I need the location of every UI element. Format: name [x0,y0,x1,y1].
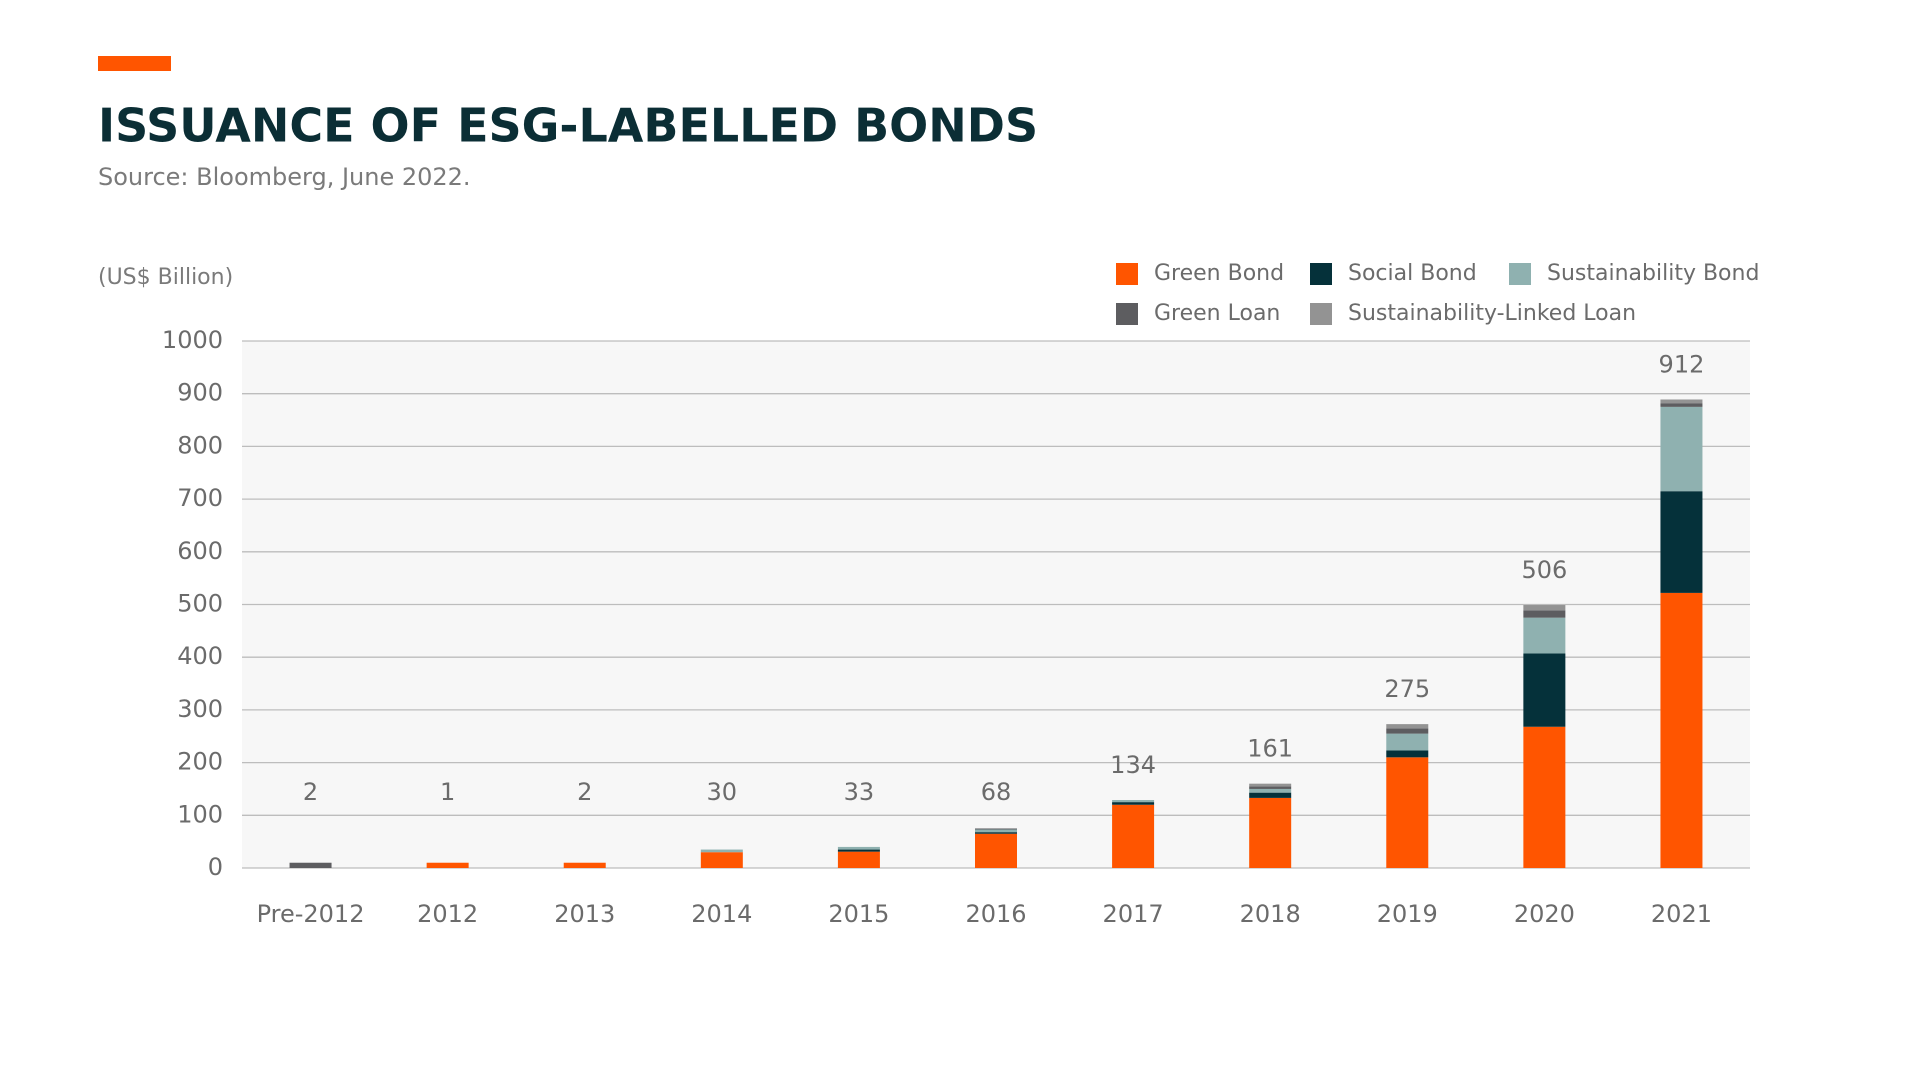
y-tick-label: 800 [177,431,223,459]
bar-segment [1523,610,1566,618]
x-tick-label: 2016 [965,900,1026,928]
bar-segment [289,862,332,868]
x-tick-label: 2014 [691,900,752,928]
bar-segment [1386,757,1429,868]
bar-segment [1386,750,1429,758]
legend-label: Green Bond [1154,261,1284,286]
total-label: 275 [1384,675,1430,703]
x-tick-label: 2018 [1240,900,1301,928]
total-label: 2 [303,778,318,806]
bar-segment [563,862,606,868]
total-label: 161 [1247,735,1293,763]
bar-segment [837,849,880,852]
bar-segment [1386,724,1429,729]
y-tick-label: 1000 [162,326,223,354]
bar-segment [1386,728,1429,734]
bar-segment [1249,783,1292,787]
bar-segment [1249,792,1292,798]
y-axis-label: (US$ Billion) [98,265,233,290]
legend-label: Sustainability-Linked Loan [1348,301,1636,326]
total-label: 506 [1521,556,1567,584]
x-tick-label: 2021 [1651,900,1712,928]
bar-segment [1112,802,1155,805]
bar-segment [700,849,743,853]
bar-segment [1660,592,1703,868]
total-label: 68 [981,778,1012,806]
bar-segment [1249,786,1292,789]
y-tick-label: 700 [177,484,223,512]
total-label: 1 [440,778,455,806]
legend-swatch [1310,303,1332,325]
y-tick-label: 900 [177,379,223,407]
total-label: 30 [707,778,738,806]
bar-segment [837,846,880,850]
total-label: 134 [1110,751,1156,779]
legend-label: Green Loan [1154,301,1280,326]
bar-segment [1112,804,1155,868]
bar-segment [975,829,1017,833]
chart-subtitle: Source: Bloomberg, June 2022. [98,163,471,191]
legend-label: Sustainability Bond [1547,261,1759,286]
bar-segment [837,851,880,868]
x-tick-label: 2013 [554,900,615,928]
legend-swatch [1509,263,1531,285]
bar-segment [975,833,1017,868]
y-tick-label: 600 [177,537,223,565]
y-tick-label: 400 [177,642,223,670]
bar-segment [1660,406,1703,492]
accent-bar [98,56,171,71]
total-label: 912 [1659,350,1705,378]
bar-segment [1112,800,1155,803]
bar-segment [426,862,469,868]
bar-segment [975,828,1017,830]
total-label: 33 [844,778,875,806]
bar-segment [700,852,743,868]
bar-segment [1523,726,1566,868]
x-tick-label: Pre-2012 [257,900,365,928]
bar-segment [1660,403,1703,407]
y-tick-label: 300 [177,695,223,723]
bar-segment [975,832,1017,834]
bar-segment [1660,491,1703,593]
bar-segment [1660,399,1703,404]
legend-swatch [1116,303,1138,325]
bar-segment [1249,797,1292,868]
x-tick-label: 2020 [1514,900,1575,928]
bar-segment [1523,605,1566,611]
x-tick-label: 2015 [828,900,889,928]
y-tick-label: 0 [208,853,223,881]
y-tick-label: 100 [177,800,223,828]
y-tick-label: 200 [177,748,223,776]
bar-segment [1249,788,1292,793]
x-tick-label: 2017 [1103,900,1164,928]
legend-label: Social Bond [1348,261,1477,286]
legend-swatch [1116,263,1138,285]
total-label: 2 [577,778,592,806]
y-tick-label: 500 [177,590,223,618]
legend-swatch [1310,263,1332,285]
bar-segment [1523,617,1566,654]
bar-segment [1523,653,1566,727]
x-tick-label: 2012 [417,900,478,928]
bar-segment [1386,733,1429,751]
x-tick-label: 2019 [1377,900,1438,928]
chart-title: ISSUANCE OF ESG-LABELLED BONDS [98,99,1038,153]
